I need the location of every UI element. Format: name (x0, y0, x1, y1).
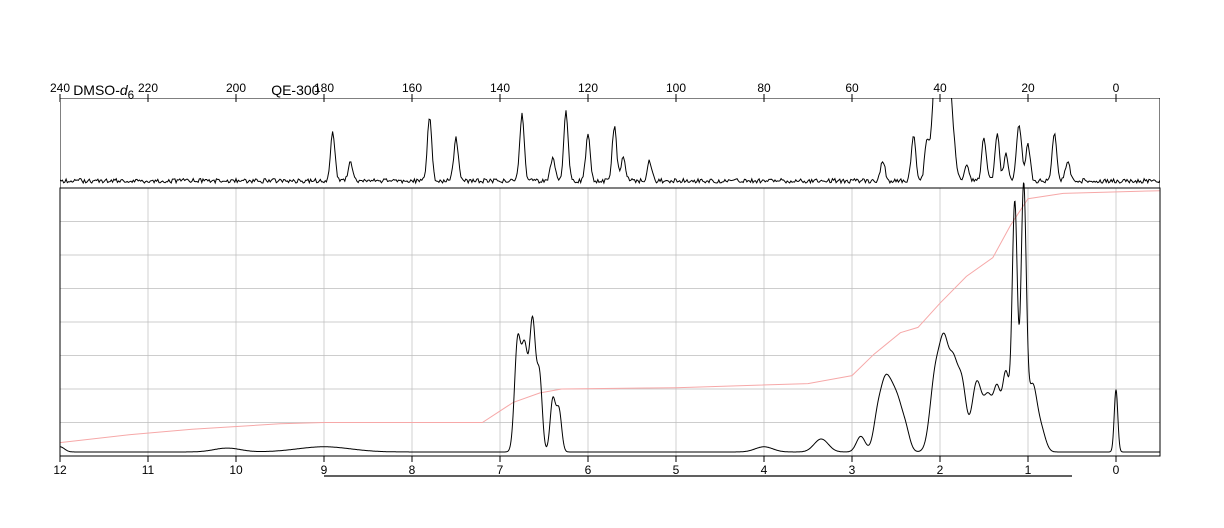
svg-text:8: 8 (409, 463, 416, 477)
c13-spectrum-svg (60, 98, 1160, 190)
svg-text:12: 12 (53, 463, 67, 477)
svg-text:20: 20 (1021, 81, 1035, 95)
h1-trace (60, 183, 1160, 452)
h1-spectrum-svg: 1211109876543210 (60, 188, 1160, 496)
c13-spectrum-panel (60, 98, 1160, 188)
svg-text:6: 6 (585, 463, 592, 477)
h1-grid (60, 188, 1160, 456)
svg-text:200: 200 (226, 81, 246, 95)
svg-text:1: 1 (1025, 463, 1032, 477)
svg-text:2: 2 (937, 463, 944, 477)
c13-axis: 240220200180160140120100806040200 (60, 82, 1160, 98)
svg-text:180: 180 (314, 81, 334, 95)
h1-integral (60, 191, 1160, 443)
svg-text:100: 100 (666, 81, 686, 95)
svg-text:0: 0 (1113, 463, 1120, 477)
svg-text:160: 160 (402, 81, 422, 95)
svg-text:60: 60 (845, 81, 859, 95)
svg-text:80: 80 (757, 81, 771, 95)
svg-text:5: 5 (673, 463, 680, 477)
svg-text:10: 10 (229, 463, 243, 477)
svg-text:0: 0 (1113, 81, 1120, 95)
svg-text:4: 4 (761, 463, 768, 477)
svg-text:40: 40 (933, 81, 947, 95)
svg-text:3: 3 (849, 463, 856, 477)
svg-text:220: 220 (138, 81, 158, 95)
svg-text:11: 11 (142, 463, 155, 477)
svg-text:240: 240 (50, 81, 70, 95)
nmr-figure: { "figure": { "width_px": 1224, "height_… (0, 0, 1224, 528)
svg-text:120: 120 (578, 81, 598, 95)
h1-spectrum-panel: 1211109876543210 (60, 188, 1160, 496)
svg-text:9: 9 (321, 463, 328, 477)
svg-text:7: 7 (497, 463, 504, 477)
svg-text:140: 140 (490, 81, 510, 95)
